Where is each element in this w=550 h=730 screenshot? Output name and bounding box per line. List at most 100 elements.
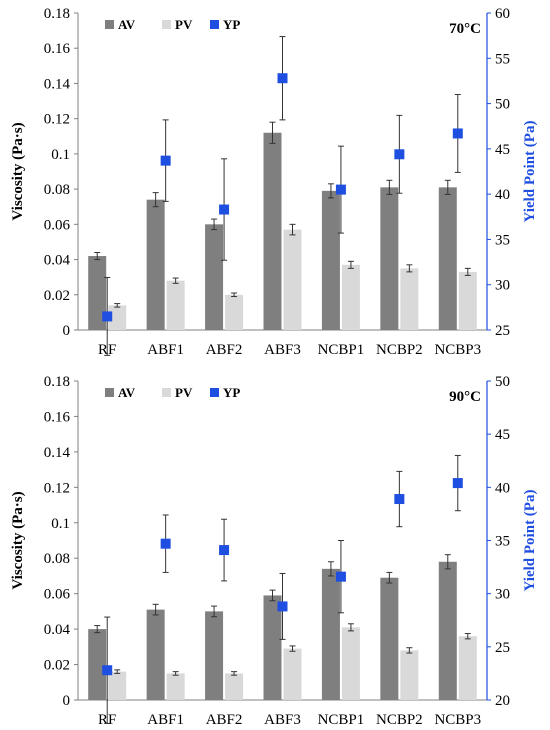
right-tick-label: 30 <box>495 587 510 603</box>
category-label: ABF1 <box>147 712 184 728</box>
category-label: ABF1 <box>147 342 184 358</box>
bar-av <box>146 199 165 330</box>
legend-label-pv: PV <box>175 385 193 400</box>
left-tick-label: 0.06 <box>44 587 71 603</box>
left-tick-label: 0.14 <box>44 76 71 92</box>
right-tick-label: 50 <box>495 374 510 390</box>
left-tick-label: 0.16 <box>44 41 71 57</box>
bar-av <box>321 568 340 700</box>
left-tick-label: 0.08 <box>44 182 70 198</box>
bar-av <box>88 629 107 700</box>
category-label: NCBP2 <box>376 342 423 358</box>
yp-marker <box>219 204 230 215</box>
right-tick-label: 55 <box>495 51 510 67</box>
yp-marker <box>160 538 171 549</box>
category-label: ABF3 <box>264 342 301 358</box>
left-tick-label: 0.02 <box>44 288 70 304</box>
legend-label-pv: PV <box>175 17 193 32</box>
right-tick-label: 35 <box>495 534 510 550</box>
left-tick-label: 0.18 <box>44 6 70 22</box>
left-tick-label: 0.06 <box>44 217 71 233</box>
bar-pv <box>341 627 360 700</box>
bar-av <box>380 577 399 700</box>
bar-av <box>380 187 399 330</box>
bar-pv <box>166 673 185 700</box>
yp-marker <box>102 665 113 676</box>
temperature-label: 70°C <box>449 21 481 37</box>
yp-marker <box>394 149 405 160</box>
chart-panel-2: 0 0.02 0.04 0.06 0.08 0.1 0.12 0.14 0.16 0.18 20 25… <box>10 374 538 728</box>
left-tick-label: 0.08 <box>44 551 70 567</box>
bar-av <box>321 190 340 330</box>
category-label: ABF2 <box>206 712 243 728</box>
left-tick-label: 0 <box>63 323 71 339</box>
y-axis-title: Viscosity (Pa·s) <box>10 491 26 589</box>
yp-marker <box>335 184 346 195</box>
left-tick-label: 0.16 <box>44 409 71 425</box>
category-label: ABF3 <box>264 712 301 728</box>
bar-av <box>146 609 165 700</box>
bar-pv <box>225 294 244 330</box>
yp-marker <box>277 601 288 612</box>
temperature-label: 90°C <box>449 389 481 405</box>
left-tick-label: 0.1 <box>51 516 70 532</box>
bar-av <box>438 561 457 700</box>
yp-marker <box>335 571 346 582</box>
category-label: ABF2 <box>206 342 243 358</box>
left-tick-label: 0.12 <box>44 480 70 496</box>
left-tick-label: 0.04 <box>44 253 71 269</box>
category-label: NCBP3 <box>434 342 481 358</box>
category-label: NCBP2 <box>376 712 423 728</box>
right-tick-label: 35 <box>495 232 510 248</box>
left-tick-label: 0.04 <box>44 622 71 638</box>
legend: AV PV YP <box>105 17 240 32</box>
legend-swatch-yp <box>210 388 219 397</box>
legend-label-yp: YP <box>223 385 240 400</box>
bar-av <box>88 256 107 330</box>
left-tick-label: 0.14 <box>44 445 71 461</box>
right-tick-label: 20 <box>495 693 510 709</box>
legend-swatch-pv <box>162 388 171 397</box>
bar-pv <box>341 264 360 330</box>
legend-swatch-pv <box>162 20 171 29</box>
bar-pv <box>283 229 302 330</box>
yp-marker <box>452 478 463 489</box>
bar-pv <box>458 636 477 700</box>
right-tick-label: 40 <box>495 480 510 496</box>
yp-marker <box>452 128 463 139</box>
right-tick-label: 40 <box>495 187 510 203</box>
yp-marker <box>277 73 288 84</box>
yp-marker <box>394 494 405 505</box>
bar-pv <box>108 671 127 700</box>
bar-av <box>205 224 224 330</box>
right-tick-label: 50 <box>495 97 510 113</box>
legend-label-yp: YP <box>223 17 240 32</box>
chart-panel-1: 0 0.02 0.04 0.06 0.08 0.1 0.12 0.14 0.16 0.18 25 30… <box>10 6 538 358</box>
right-tick-label: 30 <box>495 278 510 294</box>
bar-pv <box>458 271 477 330</box>
y2-axis-title: Yield Point (Pa) <box>522 490 538 592</box>
yp-marker <box>160 155 171 166</box>
bar-pv <box>400 650 419 700</box>
right-tick-label: 25 <box>495 323 510 339</box>
yp-marker <box>219 545 230 556</box>
category-label: NCBP1 <box>318 342 365 358</box>
y2-axis-title: Yield Point (Pa) <box>522 121 538 223</box>
left-tick-label: 0 <box>63 693 71 709</box>
left-tick-label: 0.18 <box>44 374 70 390</box>
right-tick-label: 60 <box>495 6 510 22</box>
y-axis-title: Viscosity (Pa·s) <box>10 122 26 220</box>
category-label: NCBP3 <box>434 712 481 728</box>
bar-pv <box>166 280 185 330</box>
bar-av <box>438 187 457 330</box>
category-label: NCBP1 <box>318 712 365 728</box>
right-tick-label: 45 <box>495 142 510 158</box>
bar-av <box>263 595 282 700</box>
bar-pv <box>400 268 419 330</box>
left-tick-label: 0.1 <box>51 147 70 163</box>
legend-swatch-yp <box>210 20 219 29</box>
legend-label-av: AV <box>118 17 136 32</box>
legend-label-av: AV <box>118 385 136 400</box>
bar-pv <box>283 648 302 700</box>
